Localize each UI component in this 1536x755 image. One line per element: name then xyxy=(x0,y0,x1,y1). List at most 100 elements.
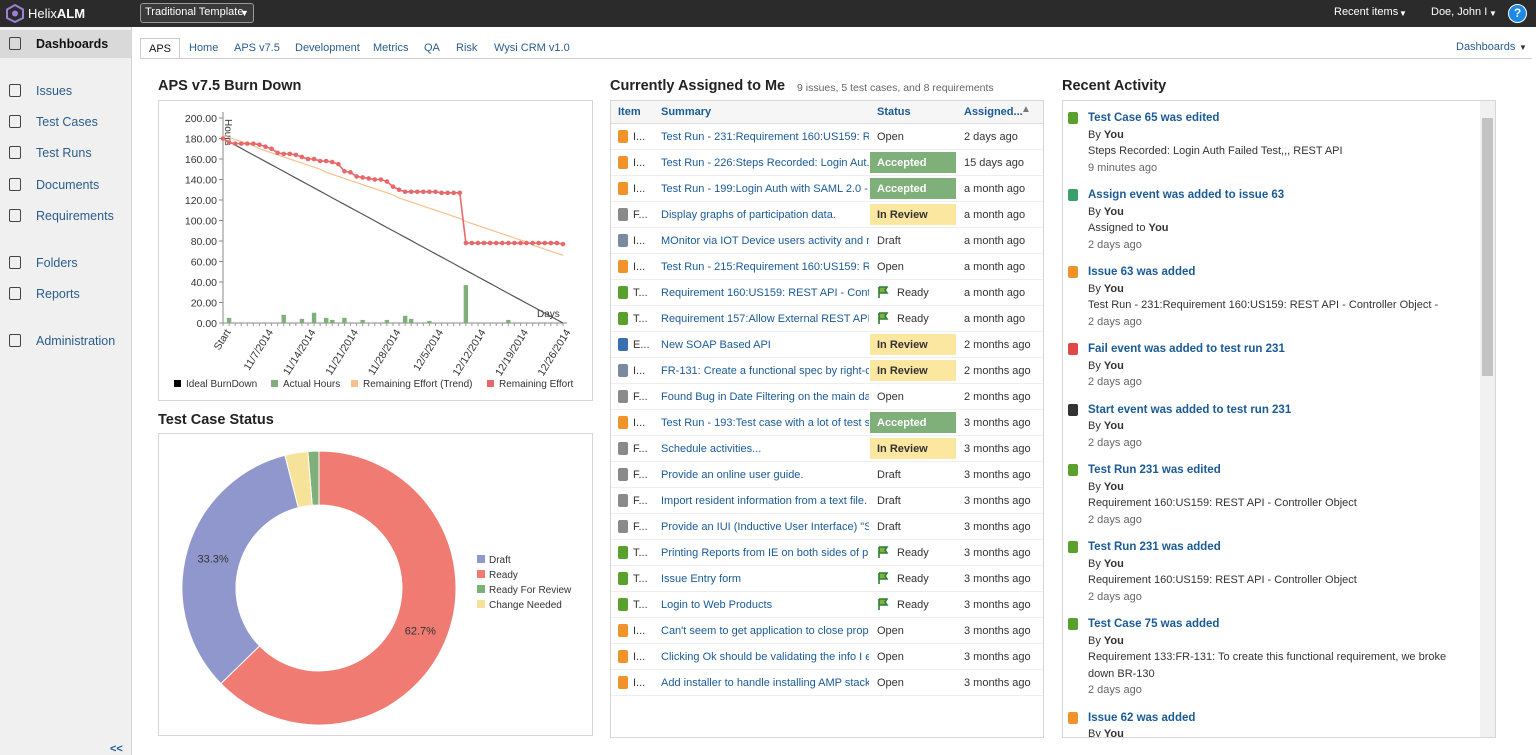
help-button[interactable]: ? xyxy=(1508,4,1527,23)
item-id: I... xyxy=(633,261,646,273)
item-summary[interactable]: Import resident information from a text … xyxy=(661,495,868,507)
activity-item: Issue 62 was added By You xyxy=(1063,710,1473,737)
activity-title[interactable]: Test Run 231 was edited xyxy=(1088,464,1221,476)
activity-detail: Requirement 160:US159: REST API - Contro… xyxy=(1088,572,1468,589)
activity-item: Test Run 231 was edited By You Requirement… xyxy=(1063,462,1473,528)
y-tick-label: 20.00 xyxy=(191,298,217,310)
sidebar-item[interactable]: Administration xyxy=(0,327,131,355)
table-row[interactable]: T... Requirement 157:Allow External REST … xyxy=(611,306,1043,332)
item-summary[interactable]: Issue Entry form xyxy=(661,573,742,585)
item-summary[interactable]: Clicking Ok should be validating the inf… xyxy=(661,651,869,663)
item-summary[interactable]: Printing Reports from IE on both sides o… xyxy=(661,547,869,559)
item-summary[interactable]: Schedule activities... xyxy=(661,443,762,455)
column-header[interactable]: Item xyxy=(618,106,641,118)
item-status: In Review xyxy=(877,443,928,455)
table-row[interactable]: F... Provide an IUI (Inductive User Inter… xyxy=(611,514,1043,540)
item-summary[interactable]: Test Run - 226:Steps Recorded: Login Aut… xyxy=(661,157,869,169)
item-assigned: a month ago xyxy=(964,183,1026,195)
item-summary[interactable]: Found Bug in Date Filtering on the main … xyxy=(661,391,869,403)
sidebar-item[interactable]: Requirements xyxy=(0,202,131,230)
activity-title[interactable]: Assign event was added to issue 63 xyxy=(1088,189,1285,201)
tab[interactable]: Development xyxy=(295,42,360,54)
item-summary[interactable]: Requirement 157:Allow External REST API.… xyxy=(661,313,869,325)
item-status: Accepted xyxy=(877,157,927,169)
table-row[interactable]: I... Test Run - 215:Requirement 160:US159… xyxy=(611,254,1043,280)
recent-items[interactable]: Recent items xyxy=(1334,6,1399,18)
dashboards-menu[interactable]: Dashboards xyxy=(1456,41,1516,53)
table-row[interactable]: T... Login to Web Products Ready 3 months a… xyxy=(611,592,1043,618)
marker xyxy=(281,151,287,157)
table-row[interactable]: I... MOnitor via IOT Device users activit… xyxy=(611,228,1043,254)
activity-title[interactable]: Test Case 65 was edited xyxy=(1088,112,1220,124)
table-row[interactable]: I... Test Run - 231:Requirement 160:US159… xyxy=(611,124,1043,150)
by-label: By xyxy=(1088,205,1101,218)
table-row[interactable]: T... Issue Entry form Ready 3 months ago xyxy=(611,566,1043,592)
item-summary[interactable]: Test Run - 199:Login Auth with SAML 2.0 … xyxy=(661,183,869,195)
item-summary[interactable]: Test Run - 193:Test case with a lot of t… xyxy=(661,417,869,429)
table-row[interactable]: F... Display graphs of participation data… xyxy=(611,202,1043,228)
template-label[interactable]: Traditional Template xyxy=(145,6,244,18)
table-row[interactable]: F... Import resident information from a t… xyxy=(611,488,1043,514)
item-summary[interactable]: Provide an online user guide. xyxy=(661,469,804,481)
activity-by: By You xyxy=(1088,127,1473,144)
table-row[interactable]: I... Test Run - 193:Test case with a lot … xyxy=(611,410,1043,436)
tab[interactable]: Metrics xyxy=(373,42,409,54)
sidebar-item[interactable]: Documents xyxy=(0,171,131,199)
table-row[interactable]: F... Schedule activities... In Review 3 mon… xyxy=(611,436,1043,462)
table-row[interactable]: E... New SOAP Based API In Review 2 months … xyxy=(611,332,1043,358)
tab[interactable]: QA xyxy=(424,42,440,54)
tab[interactable]: Risk xyxy=(456,42,478,54)
tab[interactable]: APS xyxy=(140,38,181,58)
tab[interactable]: Home xyxy=(189,42,219,54)
item-summary[interactable]: Display graphs of participation data. xyxy=(661,209,836,221)
item-summary[interactable]: Requirement 160:US159: REST API - Cont..… xyxy=(661,287,869,299)
item-summary[interactable]: FR-131: Create a functional spec by righ… xyxy=(661,365,869,377)
activity-detail: Assigned to You xyxy=(1088,220,1468,237)
column-header[interactable]: Summary xyxy=(661,106,712,118)
table-row[interactable]: F... Found Bug in Date Filtering on the m… xyxy=(611,384,1043,410)
user-menu[interactable]: Doe, John I xyxy=(1431,6,1488,18)
table-row[interactable]: I... Clicking Ok should be validating the… xyxy=(611,644,1043,670)
item-icon xyxy=(618,364,628,377)
status-panel: 33.3% 62.7% Draft Ready Ready For Review Chan… xyxy=(158,433,593,736)
template-dropdown[interactable] xyxy=(140,3,254,23)
column-header[interactable]: Status xyxy=(877,106,911,118)
item-summary[interactable]: Can't seem to get application to close p… xyxy=(661,625,869,637)
table-row[interactable]: I... FR-131: Create a functional spec by … xyxy=(611,358,1043,384)
table-row[interactable]: F... Provide an online user guide. Draft 3 … xyxy=(611,462,1043,488)
item-summary[interactable]: Add installer to handle installing AMP s… xyxy=(661,677,869,689)
sidebar-item[interactable]: Issues xyxy=(0,77,131,105)
activity-title[interactable]: Test Run 231 was added xyxy=(1088,541,1221,553)
pie-slice xyxy=(220,450,457,726)
collapse-button[interactable]: << xyxy=(110,743,123,755)
tab[interactable]: Wysi CRM v1.0 xyxy=(494,42,570,54)
activity-title[interactable]: Fail event was added to test run 231 xyxy=(1088,343,1285,355)
sidebar-item[interactable]: Folders xyxy=(0,249,131,277)
y-tick-label: 140.00 xyxy=(185,175,217,187)
activity-title[interactable]: Test Case 75 was added xyxy=(1088,618,1220,630)
sidebar-item[interactable]: Reports xyxy=(0,280,131,308)
item-summary[interactable]: Test Run - 231:Requirement 160:US159: R.… xyxy=(661,131,869,143)
item-summary[interactable]: New SOAP Based API xyxy=(661,339,771,351)
item-summary[interactable]: Login to Web Products xyxy=(661,599,773,611)
table-row[interactable]: T... Printing Reports from IE on both sid… xyxy=(611,540,1043,566)
table-row[interactable]: I... Can't seem to get application to clo… xyxy=(611,618,1043,644)
item-summary[interactable]: Provide an IUI (Inductive User Interface… xyxy=(661,521,869,533)
table-row[interactable]: I... Test Run - 199:Login Auth with SAML … xyxy=(611,176,1043,202)
item-summary[interactable]: Test Run - 215:Requirement 160:US159: R.… xyxy=(661,261,869,273)
table-row[interactable]: T... Requirement 160:US159: REST API - Co… xyxy=(611,280,1043,306)
activity-title[interactable]: Issue 62 was added xyxy=(1088,711,1196,724)
table-row[interactable]: I... Add installer to handle installing A… xyxy=(611,670,1043,696)
activity-title[interactable]: Issue 63 was added xyxy=(1088,266,1196,278)
sidebar-item[interactable]: Test Cases xyxy=(0,108,131,136)
item-status: Open xyxy=(877,651,904,663)
tab[interactable]: APS v7.5 xyxy=(234,42,280,54)
table-row[interactable]: I... Test Run - 226:Steps Recorded: Login… xyxy=(611,150,1043,176)
scrollbar-thumb[interactable] xyxy=(1482,118,1493,376)
column-header[interactable]: Assigned... xyxy=(964,106,1023,118)
item-summary[interactable]: MOnitor via IOT Device users activity an… xyxy=(661,235,869,247)
sidebar-item[interactable]: Test Runs xyxy=(0,139,131,167)
activity-by: By You xyxy=(1088,479,1473,496)
sidebar-item[interactable]: Dashboards xyxy=(0,30,131,58)
activity-title[interactable]: Start event was added to test run 231 xyxy=(1088,403,1292,416)
